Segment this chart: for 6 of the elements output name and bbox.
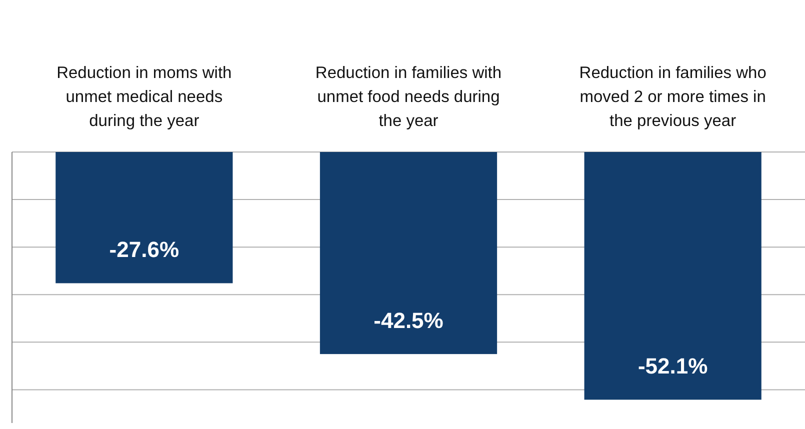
x-tick-label: Reduction in moms with unmet medical needs during the year [56,64,232,130]
x-tick-label: Reduction in families who moved 2 or more times in the previous year [579,64,766,130]
data-label: -52.1% [638,354,708,379]
x-tick-label: Reduction in families with unmet food needs during the year [315,64,502,130]
data-label: -42.5% [374,308,444,334]
data-label: -27.6% [109,237,180,262]
